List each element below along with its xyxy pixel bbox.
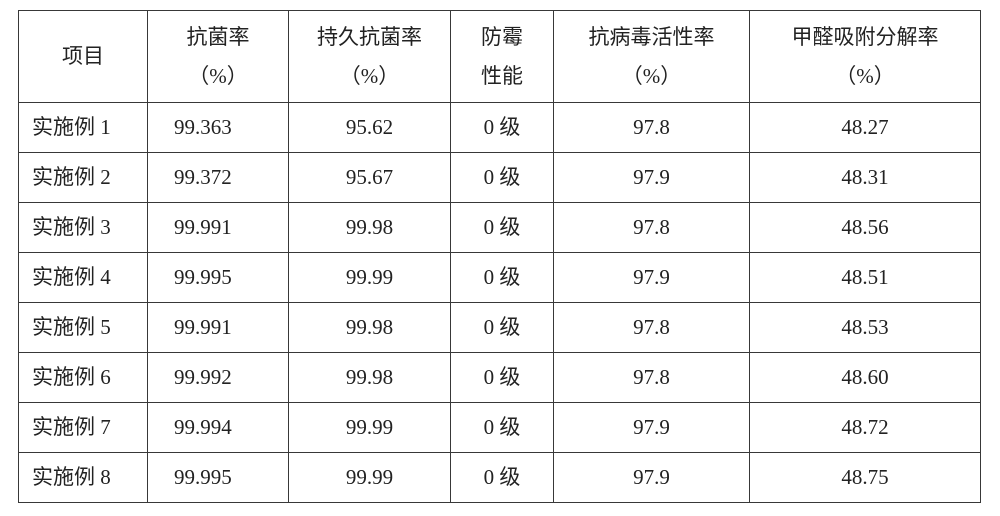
- cell-0-3: 0 级: [451, 102, 554, 152]
- cell-1-4: 97.9: [554, 152, 750, 202]
- cell-6-0: 实施例 7: [19, 402, 148, 452]
- col-header-3-l1: 防霉: [451, 18, 553, 57]
- table-row: 实施例 4 99.995 99.99 0 级 97.9 48.51: [19, 252, 981, 302]
- col-header-0: 项目: [19, 11, 148, 103]
- cell-7-2: 99.99: [289, 452, 451, 502]
- col-header-3: 防霉 性能: [451, 11, 554, 103]
- cell-1-1: 99.372: [148, 152, 289, 202]
- cell-0-0: 实施例 1: [19, 102, 148, 152]
- cell-5-0: 实施例 6: [19, 352, 148, 402]
- cell-5-2: 99.98: [289, 352, 451, 402]
- cell-4-5: 48.53: [750, 302, 981, 352]
- cell-6-4: 97.9: [554, 402, 750, 452]
- cell-3-0: 实施例 4: [19, 252, 148, 302]
- cell-7-3: 0 级: [451, 452, 554, 502]
- cell-1-0: 实施例 2: [19, 152, 148, 202]
- col-header-1-l1: 抗菌率: [148, 18, 288, 57]
- cell-7-0: 实施例 8: [19, 452, 148, 502]
- cell-2-3: 0 级: [451, 202, 554, 252]
- cell-4-2: 99.98: [289, 302, 451, 352]
- cell-3-3: 0 级: [451, 252, 554, 302]
- table-row: 实施例 6 99.992 99.98 0 级 97.8 48.60: [19, 352, 981, 402]
- cell-2-2: 99.98: [289, 202, 451, 252]
- cell-1-5: 48.31: [750, 152, 981, 202]
- cell-6-3: 0 级: [451, 402, 554, 452]
- data-table: 项目 抗菌率 （%） 持久抗菌率 （%） 防霉 性能 抗病毒活性率 （%） 甲醛…: [18, 10, 981, 503]
- cell-2-5: 48.56: [750, 202, 981, 252]
- col-header-4-l2: （%）: [554, 57, 749, 96]
- cell-3-1: 99.995: [148, 252, 289, 302]
- cell-6-1: 99.994: [148, 402, 289, 452]
- col-header-5-l1: 甲醛吸附分解率: [750, 18, 980, 57]
- cell-4-4: 97.8: [554, 302, 750, 352]
- col-header-2-l1: 持久抗菌率: [289, 18, 450, 57]
- col-header-0-l1: 项目: [19, 37, 147, 76]
- col-header-2: 持久抗菌率 （%）: [289, 11, 451, 103]
- col-header-2-l2: （%）: [289, 57, 450, 96]
- table-row: 实施例 5 99.991 99.98 0 级 97.8 48.53: [19, 302, 981, 352]
- cell-6-5: 48.72: [750, 402, 981, 452]
- col-header-1-l2: （%）: [148, 57, 288, 96]
- cell-0-4: 97.8: [554, 102, 750, 152]
- cell-3-4: 97.9: [554, 252, 750, 302]
- cell-0-2: 95.62: [289, 102, 451, 152]
- cell-2-4: 97.8: [554, 202, 750, 252]
- cell-7-5: 48.75: [750, 452, 981, 502]
- cell-6-2: 99.99: [289, 402, 451, 452]
- table-row: 实施例 1 99.363 95.62 0 级 97.8 48.27: [19, 102, 981, 152]
- cell-7-1: 99.995: [148, 452, 289, 502]
- cell-7-4: 97.9: [554, 452, 750, 502]
- col-header-4-l1: 抗病毒活性率: [554, 18, 749, 57]
- cell-5-3: 0 级: [451, 352, 554, 402]
- cell-0-1: 99.363: [148, 102, 289, 152]
- cell-0-5: 48.27: [750, 102, 981, 152]
- col-header-1: 抗菌率 （%）: [148, 11, 289, 103]
- cell-1-3: 0 级: [451, 152, 554, 202]
- cell-5-5: 48.60: [750, 352, 981, 402]
- table-row: 实施例 7 99.994 99.99 0 级 97.9 48.72: [19, 402, 981, 452]
- cell-1-2: 95.67: [289, 152, 451, 202]
- cell-5-4: 97.8: [554, 352, 750, 402]
- cell-4-1: 99.991: [148, 302, 289, 352]
- table-header-row: 项目 抗菌率 （%） 持久抗菌率 （%） 防霉 性能 抗病毒活性率 （%） 甲醛…: [19, 11, 981, 103]
- col-header-5-l2: （%）: [750, 57, 980, 96]
- cell-3-5: 48.51: [750, 252, 981, 302]
- col-header-5: 甲醛吸附分解率 （%）: [750, 11, 981, 103]
- cell-4-3: 0 级: [451, 302, 554, 352]
- table-row: 实施例 3 99.991 99.98 0 级 97.8 48.56: [19, 202, 981, 252]
- cell-5-1: 99.992: [148, 352, 289, 402]
- table-row: 实施例 8 99.995 99.99 0 级 97.9 48.75: [19, 452, 981, 502]
- table-row: 实施例 2 99.372 95.67 0 级 97.9 48.31: [19, 152, 981, 202]
- col-header-3-l2: 性能: [451, 57, 553, 96]
- cell-4-0: 实施例 5: [19, 302, 148, 352]
- cell-2-1: 99.991: [148, 202, 289, 252]
- cell-2-0: 实施例 3: [19, 202, 148, 252]
- col-header-4: 抗病毒活性率 （%）: [554, 11, 750, 103]
- cell-3-2: 99.99: [289, 252, 451, 302]
- table-body: 实施例 1 99.363 95.62 0 级 97.8 48.27 实施例 2 …: [19, 102, 981, 502]
